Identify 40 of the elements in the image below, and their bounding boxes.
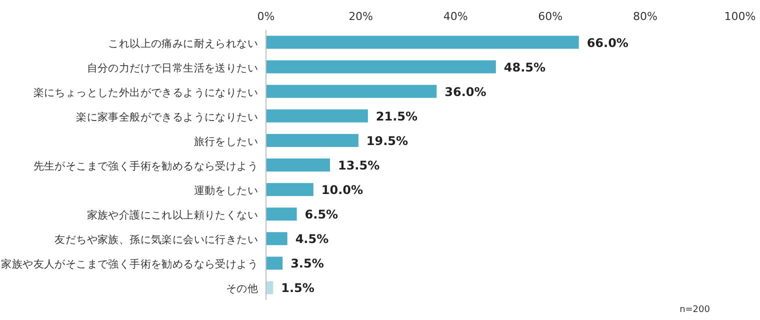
x-tick-label: 20% [348,10,374,23]
data-label: 19.5% [366,134,408,148]
bar [266,208,297,221]
data-label: 36.0% [444,84,486,99]
data-label: 1.5% [281,281,314,296]
bar [266,134,358,147]
x-tick-label: 0% [257,10,275,23]
y-tick-label: 楽にちょっとした外出ができるようになりたい [33,86,258,99]
text: n=200 [680,305,710,315]
bar [266,183,314,196]
y-tick-label: 旅行をしたい [194,134,258,148]
y-tick-label: 友だちや家族、孫に気楽に会いに行きたい [54,233,258,246]
y-tick-label: 家族や介護にこれ以上頼りたくない [86,208,258,222]
bar [266,158,330,172]
data-label: 6.5% [304,208,338,222]
x-tick-label: 100% [724,10,756,23]
x-tick-label: 60% [538,10,563,23]
data-label: 4.5% [295,232,329,246]
y-tick-label: 家族や友人がそこまで強く手術を勧めるなら受けよう [1,258,258,271]
bar [266,60,496,74]
x-tick-label: 80% [632,10,658,23]
bar [266,281,274,294]
bar [266,109,368,122]
bar [266,232,288,246]
bar [266,84,437,98]
bar [266,256,283,270]
y-tick-label: 楽に家事全般ができるようになりたい [76,110,258,124]
y-tick-label: 自分の力だけで日常生活を送りたい [86,61,258,74]
y-tick-label: これ以上の痛みに耐えられない [108,36,258,50]
y-tick-label: その他 [226,283,258,296]
data-label: 48.5% [504,60,546,74]
y-tick-label: 運動をしたい [194,185,258,198]
y-tick-label: 先生がそこまで強く手術を勧めるなら受けよう [33,160,258,172]
data-label: 66.0% [586,36,628,50]
data-label: 3.5% [290,256,324,271]
bar [266,36,579,49]
data-label: 21.5% [376,109,418,124]
x-tick-label: 40% [443,10,468,23]
data-label: 10.0% [321,183,364,198]
data-label: 13.5% [338,158,380,172]
